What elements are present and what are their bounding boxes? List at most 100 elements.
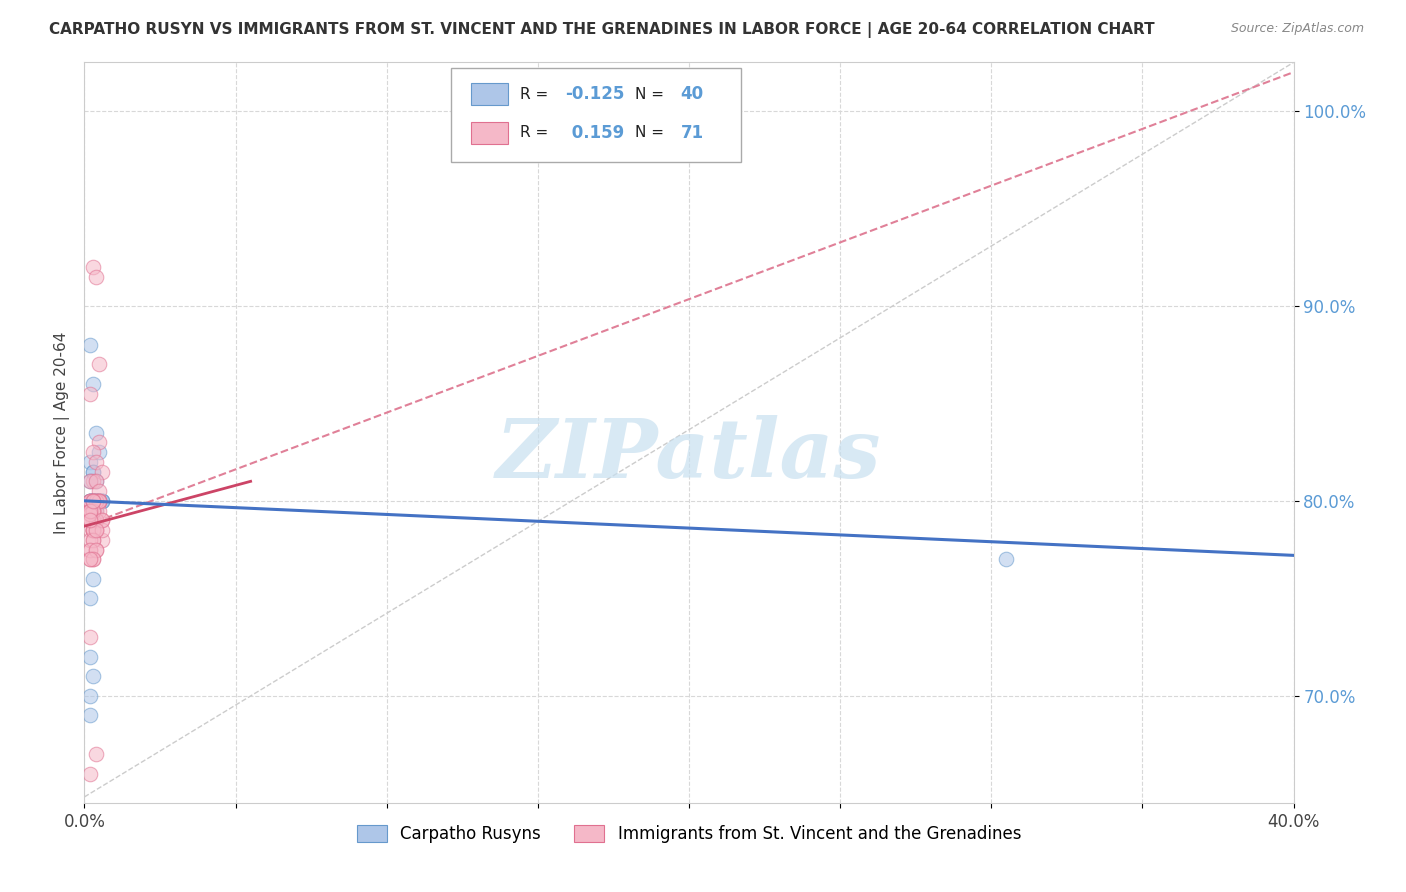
Text: R =: R = <box>520 125 553 140</box>
Point <box>82 493 104 508</box>
Point <box>82 465 104 479</box>
Point <box>82 445 104 459</box>
Point <box>82 493 104 508</box>
Point <box>86 493 108 508</box>
Point <box>79 503 101 517</box>
Text: 71: 71 <box>681 124 703 142</box>
Point <box>79 630 101 644</box>
Point <box>79 493 101 508</box>
Point <box>82 523 104 537</box>
Point <box>91 465 114 479</box>
Point <box>89 493 111 508</box>
Point <box>86 503 108 517</box>
Point <box>82 523 104 537</box>
Point <box>86 523 108 537</box>
Bar <box>471 121 508 144</box>
Point <box>82 376 104 391</box>
Point <box>79 493 101 508</box>
Point <box>86 513 108 527</box>
Point <box>86 513 108 527</box>
Point <box>91 533 114 547</box>
Point <box>91 493 114 508</box>
Point <box>89 358 111 372</box>
Point <box>82 493 104 508</box>
Point <box>79 649 101 664</box>
Point <box>79 513 101 527</box>
Point <box>79 503 101 517</box>
Point <box>86 425 108 440</box>
Point <box>82 493 104 508</box>
Point <box>86 269 108 284</box>
Point <box>79 493 101 508</box>
Text: 0.159: 0.159 <box>565 124 624 142</box>
Point <box>82 503 104 517</box>
Point <box>79 475 101 489</box>
Text: -0.125: -0.125 <box>565 86 626 103</box>
Point <box>79 493 101 508</box>
Point <box>82 493 104 508</box>
Point <box>82 503 104 517</box>
Point <box>79 455 101 469</box>
Point <box>86 523 108 537</box>
Point <box>79 338 101 352</box>
Point <box>82 572 104 586</box>
Point <box>86 493 108 508</box>
Point <box>89 493 111 508</box>
Point <box>82 493 104 508</box>
Point <box>82 513 104 527</box>
Point <box>89 445 111 459</box>
Point <box>79 689 101 703</box>
Point <box>79 708 101 723</box>
Point <box>86 475 108 489</box>
Point <box>82 523 104 537</box>
Point <box>79 552 101 566</box>
Point <box>91 513 114 527</box>
Point <box>79 503 101 517</box>
Point <box>89 503 111 517</box>
Point <box>89 493 111 508</box>
Point <box>79 493 101 508</box>
Point <box>79 513 101 527</box>
Text: N =: N = <box>634 87 668 102</box>
Point <box>86 542 108 557</box>
Point <box>91 513 114 527</box>
Point <box>86 493 108 508</box>
Point <box>91 523 114 537</box>
Point <box>995 552 1018 566</box>
Point <box>79 493 101 508</box>
Point <box>89 493 111 508</box>
Point <box>82 669 104 683</box>
Point <box>86 493 108 508</box>
Point <box>89 484 111 499</box>
Point <box>79 503 101 517</box>
Point <box>82 475 104 489</box>
Point <box>86 475 108 489</box>
Point <box>86 493 108 508</box>
Point <box>86 493 108 508</box>
Point <box>82 533 104 547</box>
Point <box>79 533 101 547</box>
Point <box>79 503 101 517</box>
Point <box>82 493 104 508</box>
Point <box>79 508 101 522</box>
Point <box>86 523 108 537</box>
Point <box>79 503 101 517</box>
Point <box>79 475 101 489</box>
Point <box>79 542 101 557</box>
Text: Source: ZipAtlas.com: Source: ZipAtlas.com <box>1230 22 1364 36</box>
Point <box>82 260 104 274</box>
Point <box>82 465 104 479</box>
Point <box>89 493 111 508</box>
Point <box>86 747 108 761</box>
Point <box>89 493 111 508</box>
Point <box>82 493 104 508</box>
Point <box>86 493 108 508</box>
Point <box>82 503 104 517</box>
Point <box>91 493 114 508</box>
Point <box>79 552 101 566</box>
Point <box>82 503 104 517</box>
Point <box>79 591 101 606</box>
Point <box>86 493 108 508</box>
Point <box>82 552 104 566</box>
Point <box>79 386 101 401</box>
